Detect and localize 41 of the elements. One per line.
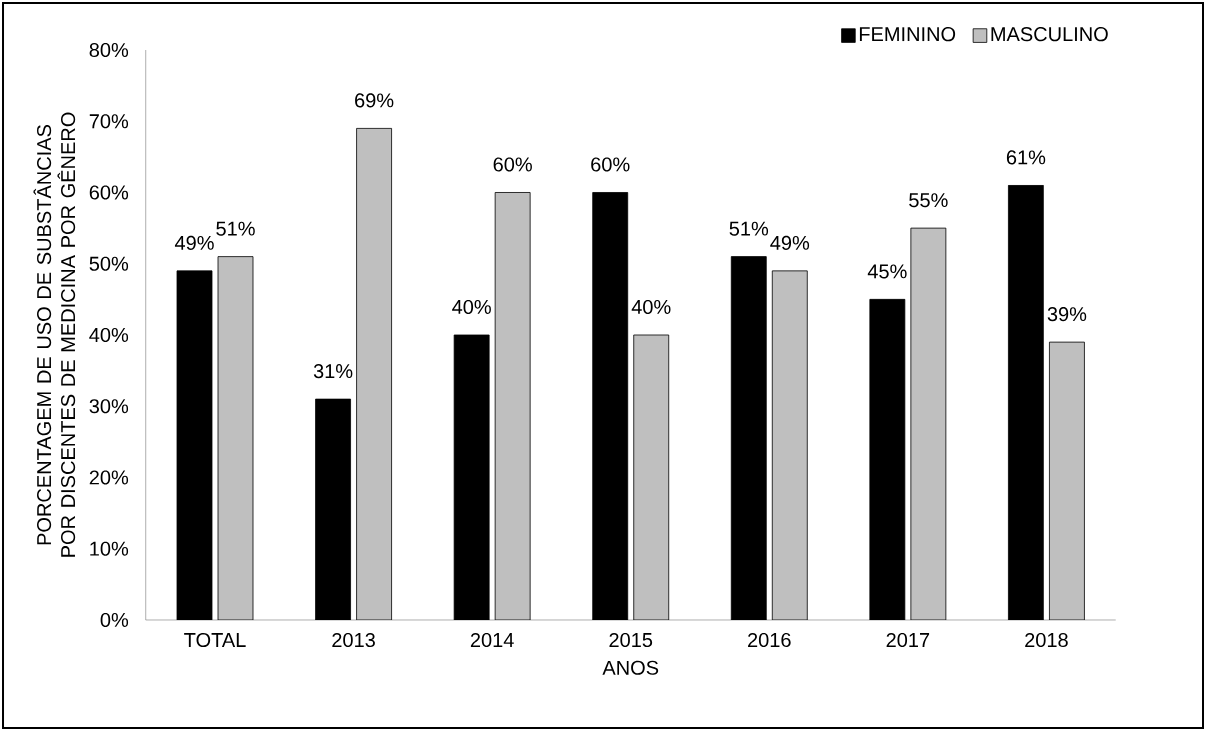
- x-tick-label: 2017: [886, 632, 930, 648]
- data-label: 39%: [1047, 307, 1087, 322]
- y-tick-label: 50%: [89, 256, 129, 271]
- data-label: 60%: [493, 157, 532, 172]
- x-axis-title: ANOS: [602, 660, 659, 675]
- data-label: 55%: [909, 193, 948, 208]
- y-tick-label: 40%: [89, 327, 129, 343]
- y-tick-label: 20%: [89, 470, 129, 485]
- x-tick-label: TOTAL: [184, 632, 246, 648]
- y-tick-label: 70%: [89, 114, 129, 129]
- bar: [910, 227, 947, 620]
- y-tick-label: 0%: [100, 612, 129, 628]
- data-label: 51%: [216, 221, 255, 236]
- data-label: 60%: [591, 157, 630, 172]
- data-label: 40%: [452, 299, 491, 315]
- data-label: 51%: [729, 221, 769, 236]
- data-label: 69%: [355, 93, 394, 108]
- data-label: 31%: [313, 364, 353, 379]
- bar: [494, 192, 531, 620]
- x-tick-label: 2013: [332, 632, 375, 648]
- x-tick-label: 2015: [609, 632, 653, 648]
- y-axis-title: PORCENTAGEM DE USO DE SUBSTÂNCIAS POR DISCENTES DE MEDICINA POR GÊNERO: [33, 112, 76, 557]
- data-label: 40%: [631, 299, 671, 315]
- y-tick-label: 80%: [89, 42, 129, 58]
- y-tick-label: 30%: [89, 399, 129, 414]
- y-tick-label: 10%: [90, 541, 129, 556]
- bar: [633, 334, 670, 620]
- bar: [1049, 341, 1085, 620]
- y-tick-label: 60%: [89, 185, 129, 200]
- bar: [217, 256, 254, 620]
- bar: [356, 127, 392, 620]
- bar: [771, 270, 808, 620]
- x-tick-label: 2018: [1025, 632, 1068, 648]
- x-tick-label: 2016: [748, 632, 791, 648]
- data-label: 49%: [770, 235, 810, 250]
- legend-label: MASCULINO: [991, 27, 1108, 42]
- data-label: 49%: [174, 235, 214, 250]
- data-label: 45%: [867, 264, 907, 279]
- x-tick-label: 2014: [470, 632, 514, 648]
- legend-label: FEMININO: [859, 27, 956, 42]
- data-label: 61%: [1006, 150, 1046, 165]
